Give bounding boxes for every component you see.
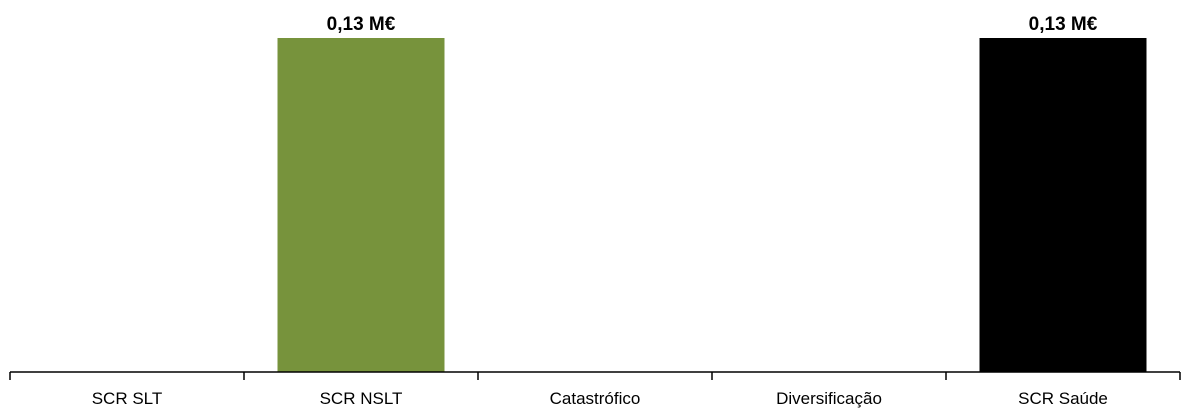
x-tick-label: SCR Saúde [1018, 389, 1108, 408]
x-axis-ticks [9, 372, 1181, 380]
x-tick-label: SCR SLT [92, 389, 163, 408]
data-label: 0,13 M€ [327, 14, 396, 35]
x-tick-label: Diversificação [776, 389, 882, 408]
bar-scr-sa-de [979, 38, 1147, 372]
x-axis-tick-labels: SCR SLT SCR NSLT Catastrófico Diversificaçã… [92, 389, 1108, 408]
data-labels-layer: 0,13 M€ 0,13 M€ [327, 14, 1098, 35]
bars-layer [277, 38, 1147, 372]
x-tick-label: SCR NSLT [320, 389, 403, 408]
data-label: 0,13 M€ [1029, 14, 1098, 35]
bar-scr-nslt [277, 38, 445, 372]
x-tick-label: Catastrófico [550, 389, 641, 408]
